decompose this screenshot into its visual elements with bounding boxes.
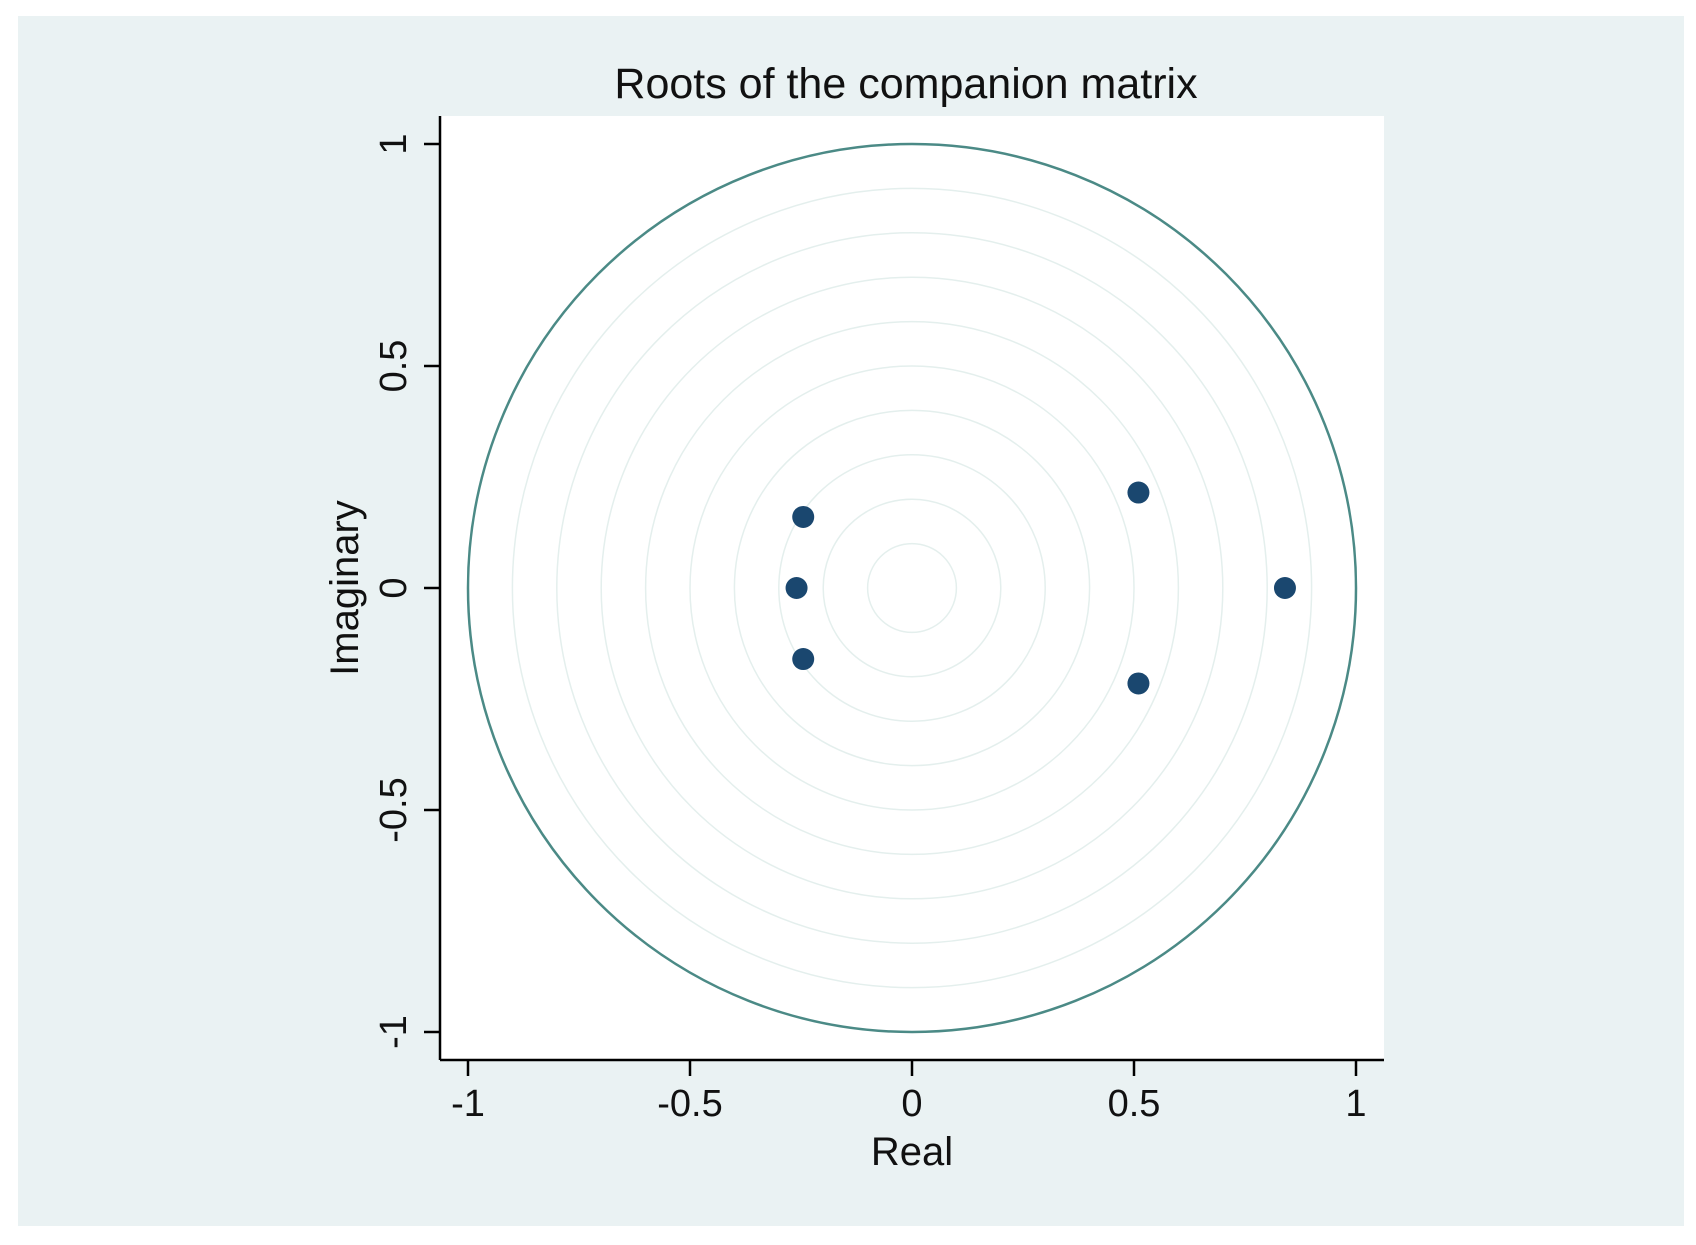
reference-circle	[511, 187, 1313, 989]
root-point	[1127, 481, 1150, 504]
root-point	[792, 505, 815, 528]
unit-circle	[466, 142, 1358, 1034]
reference-circle	[778, 454, 1046, 722]
reference-circle	[733, 409, 1091, 767]
root-point	[1127, 672, 1150, 695]
chart-title: Roots of the companion matrix	[614, 60, 1198, 108]
x-tick-label: -1	[451, 1083, 485, 1125]
x-axis-title: Real	[871, 1130, 953, 1174]
reference-circles	[511, 187, 1313, 989]
reference-circle	[556, 232, 1268, 944]
reference-circle	[866, 542, 958, 634]
y-tick-label: -0.5	[373, 777, 415, 842]
reference-circle	[600, 276, 1224, 900]
y-tick-label: 0.5	[373, 340, 415, 393]
y-tick-label: 0	[373, 577, 415, 598]
reference-circle	[822, 498, 1002, 678]
root-point	[785, 577, 808, 599]
plot-area	[440, 116, 1384, 1060]
y-tick-label: 1	[373, 133, 415, 154]
x-axis-ticks: -1 -0.5 0 0.5 1	[451, 1060, 1367, 1125]
x-tick-label: 1	[1345, 1083, 1366, 1125]
reference-circle	[644, 320, 1180, 856]
data-points	[785, 481, 1296, 695]
y-axis-title: Imaginary	[323, 500, 367, 676]
y-tick-label: -1	[373, 1015, 415, 1049]
reference-circle	[689, 365, 1135, 811]
y-axis-ticks: -1 -0.5 0 0.5 1	[373, 133, 440, 1049]
x-tick-label: -0.5	[657, 1083, 722, 1125]
root-point	[1273, 577, 1296, 599]
x-tick-label: 0	[901, 1083, 922, 1125]
root-point	[792, 648, 815, 671]
x-tick-label: 0.5	[1108, 1083, 1161, 1125]
